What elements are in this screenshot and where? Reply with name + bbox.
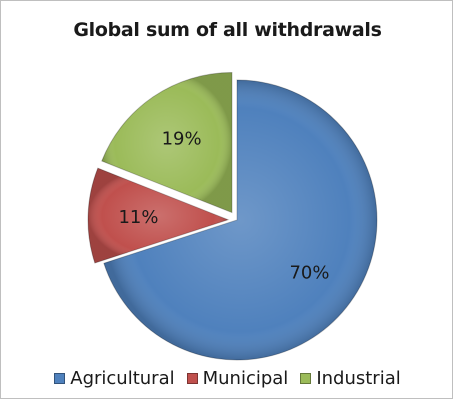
legend-item-agricultural: Agricultural — [54, 368, 175, 389]
data-label-municipal: 11% — [118, 207, 158, 228]
legend-swatch-municipal — [186, 373, 198, 384]
legend-item-industrial: Industrial — [300, 368, 401, 389]
legend-label-agricultural: Agricultural — [70, 368, 175, 389]
legend-item-municipal: Municipal — [186, 368, 289, 389]
data-label-agricultural: 70% — [289, 263, 329, 284]
legend-label-industrial: Industrial — [316, 368, 401, 389]
legend-label-municipal: Municipal — [202, 368, 289, 389]
legend-swatch-agricultural — [54, 373, 66, 384]
chart-title: Global sum of all withdrawals — [73, 19, 382, 41]
chart-legend: Agricultural Municipal Industrial — [1, 368, 454, 389]
data-label-industrial: 19% — [162, 128, 202, 149]
legend-swatch-industrial — [300, 373, 312, 384]
